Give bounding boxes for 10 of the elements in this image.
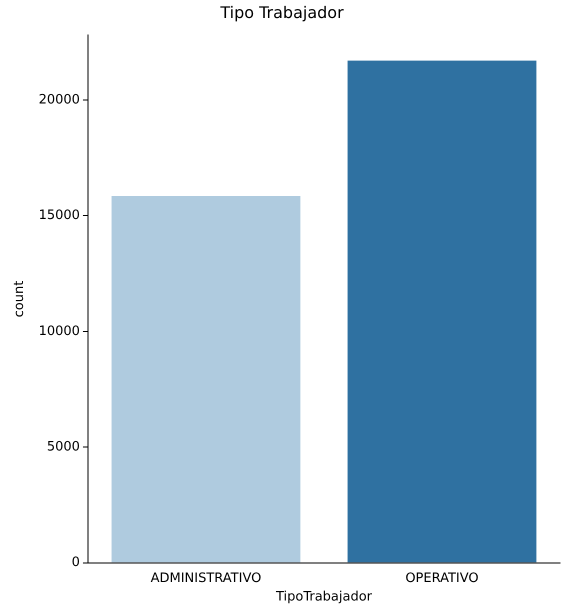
y-tick-label: 10000	[38, 324, 80, 339]
y-tick-label: 20000	[38, 92, 80, 108]
x-tick-label: OPERATIVO	[405, 570, 479, 586]
y-tick-label: 0	[72, 555, 80, 570]
x-tick-label: ADMINISTRATIVO	[150, 570, 262, 586]
x-axis-title: TipoTrabajador	[274, 590, 373, 605]
chart-title: Tipo Trabajador	[219, 2, 344, 22]
y-tick-label: 5000	[46, 439, 80, 454]
y-tick-label: 15000	[38, 208, 80, 224]
y-axis-title: count	[12, 280, 28, 318]
